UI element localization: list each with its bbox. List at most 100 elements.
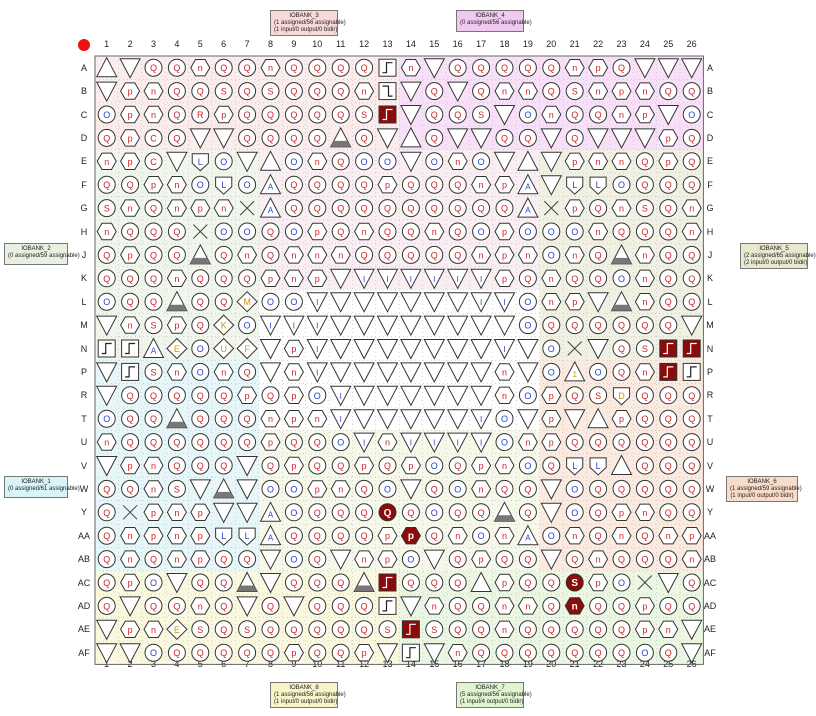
pin-U3[interactable]: Q	[144, 433, 163, 452]
pin-T16[interactable]	[446, 409, 469, 430]
pin-AE4[interactable]: E	[166, 618, 188, 641]
pin-G15[interactable]: Q	[425, 199, 444, 218]
pin-W13[interactable]: O	[378, 479, 397, 498]
pin-B23[interactable]: p	[611, 82, 632, 100]
pin-A4[interactable]: Q	[167, 58, 186, 77]
pin-W23[interactable]: Q	[612, 479, 631, 498]
pin-AF24[interactable]: O	[635, 643, 654, 662]
pin-E1[interactable]: n	[96, 152, 117, 170]
pin-L1[interactable]: O	[97, 292, 116, 311]
pin-T18[interactable]: O	[495, 409, 514, 428]
pin-W8[interactable]: O	[261, 479, 280, 498]
pin-V20[interactable]: Q	[542, 456, 561, 475]
pin-R25[interactable]: Q	[659, 386, 678, 405]
pin-L25[interactable]: Q	[659, 292, 678, 311]
pin-F21[interactable]: L	[566, 176, 584, 195]
pin-AE16[interactable]: Q	[448, 620, 467, 639]
pin-AD24[interactable]: p	[634, 597, 655, 615]
pin-K15[interactable]: I	[423, 268, 446, 290]
pin-G10[interactable]: Q	[308, 199, 327, 218]
pin-L22[interactable]	[587, 292, 609, 313]
pin-Y20[interactable]	[540, 502, 563, 524]
pin-T1[interactable]: O	[97, 409, 116, 428]
pin-AD9[interactable]	[283, 596, 305, 617]
pin-L17[interactable]: I	[470, 292, 492, 313]
pin-R7[interactable]: p	[237, 386, 258, 404]
pin-AF18[interactable]: Q	[495, 643, 514, 662]
pin-B25[interactable]: Q	[659, 82, 678, 101]
pin-F7[interactable]: O	[238, 175, 257, 194]
pin-A13[interactable]	[378, 58, 397, 77]
pin-H1[interactable]: n	[96, 222, 117, 241]
pin-AC13[interactable]	[378, 573, 397, 592]
iobank-5-label[interactable]: IOBANK_5 (2 assigned/65 assignable) (2 i…	[740, 243, 816, 269]
pin-Y18[interactable]	[493, 501, 516, 522]
pin-U23[interactable]: Q	[612, 433, 631, 452]
pin-D13[interactable]	[376, 128, 399, 149]
pin-AC7[interactable]	[236, 571, 258, 592]
pin-AB4[interactable]: n	[166, 550, 187, 568]
pin-J15[interactable]: Q	[425, 245, 444, 264]
pin-W21[interactable]: O	[565, 479, 584, 498]
pin-AD23[interactable]: Q	[612, 596, 631, 615]
pin-AD20[interactable]: Q	[542, 596, 561, 615]
pin-L11[interactable]	[329, 292, 352, 313]
pin-AF6[interactable]: Q	[214, 643, 233, 662]
pin-AF3[interactable]: O	[144, 643, 163, 662]
pin-T3[interactable]: Q	[144, 409, 163, 428]
pin-AB1[interactable]: Q	[97, 550, 116, 569]
pin-H2[interactable]: Q	[121, 222, 140, 241]
pin-P11[interactable]	[329, 362, 352, 383]
pin-R5[interactable]: Q	[191, 386, 210, 405]
pin-L7[interactable]: M	[236, 290, 258, 313]
pin-U9[interactable]: Q	[284, 433, 303, 452]
pin-B9[interactable]: Q	[284, 82, 303, 101]
pin-D20[interactable]	[540, 128, 563, 149]
pin-AC14[interactable]: Q	[401, 573, 420, 592]
iobank-2-label[interactable]: IOBANK_2 (0 assigned/59 assignable)	[4, 243, 80, 265]
pin-AB8[interactable]	[259, 549, 282, 571]
pin-V17[interactable]: p	[471, 456, 492, 475]
pin-AA14[interactable]: p	[400, 527, 421, 545]
pin-U22[interactable]: Q	[589, 433, 608, 452]
pin-Y12[interactable]: Q	[355, 503, 374, 522]
pin-W1[interactable]: Q	[97, 479, 116, 498]
pin-K18[interactable]: p	[494, 269, 515, 287]
pin-C9[interactable]: Q	[284, 105, 303, 124]
pin-T26[interactable]: Q	[682, 409, 701, 428]
pin-G25[interactable]: Q	[659, 199, 678, 218]
pin-AF1[interactable]	[95, 643, 118, 664]
pin-K7[interactable]: Q	[238, 269, 257, 288]
pin-AA21[interactable]: n	[564, 527, 585, 545]
pin-E18[interactable]	[493, 151, 516, 173]
pin-U4[interactable]: Q	[167, 433, 186, 452]
pin-G24[interactable]: S	[635, 199, 654, 218]
pin-M16[interactable]	[446, 315, 469, 337]
pin-AE12[interactable]: Q	[355, 620, 374, 639]
pin-J25[interactable]: Q	[659, 245, 678, 264]
pin-N10[interactable]: I	[306, 339, 329, 360]
pin-A9[interactable]: Q	[284, 58, 303, 77]
pin-E23[interactable]: n	[611, 152, 632, 170]
pin-V21[interactable]: L	[566, 457, 584, 476]
pin-AC9[interactable]: Q	[284, 573, 303, 592]
pin-C17[interactable]: S	[472, 105, 491, 124]
pin-V7[interactable]	[236, 456, 258, 477]
pin-B19[interactable]: n	[517, 82, 538, 100]
pin-AE19[interactable]: Q	[518, 620, 537, 639]
pin-AD25[interactable]: Q	[659, 596, 678, 615]
pin-R19[interactable]: O	[518, 386, 537, 405]
pin-AB13[interactable]: p	[377, 550, 398, 568]
pin-AD16[interactable]: Q	[448, 596, 467, 615]
pin-Y25[interactable]: Q	[659, 503, 678, 522]
pin-M20[interactable]: Q	[542, 316, 561, 335]
pin-AA15[interactable]: Q	[425, 526, 444, 545]
pin-F10[interactable]: Q	[308, 175, 327, 194]
pin-F12[interactable]: Q	[355, 175, 374, 194]
pin-F5[interactable]: O	[191, 175, 210, 194]
pin-R12[interactable]	[353, 385, 375, 407]
pin-AC22[interactable]: p	[588, 573, 609, 592]
pin-AE11[interactable]: Q	[331, 620, 350, 639]
pin-F24[interactable]: Q	[635, 175, 654, 194]
pin-R6[interactable]: Q	[214, 386, 233, 405]
